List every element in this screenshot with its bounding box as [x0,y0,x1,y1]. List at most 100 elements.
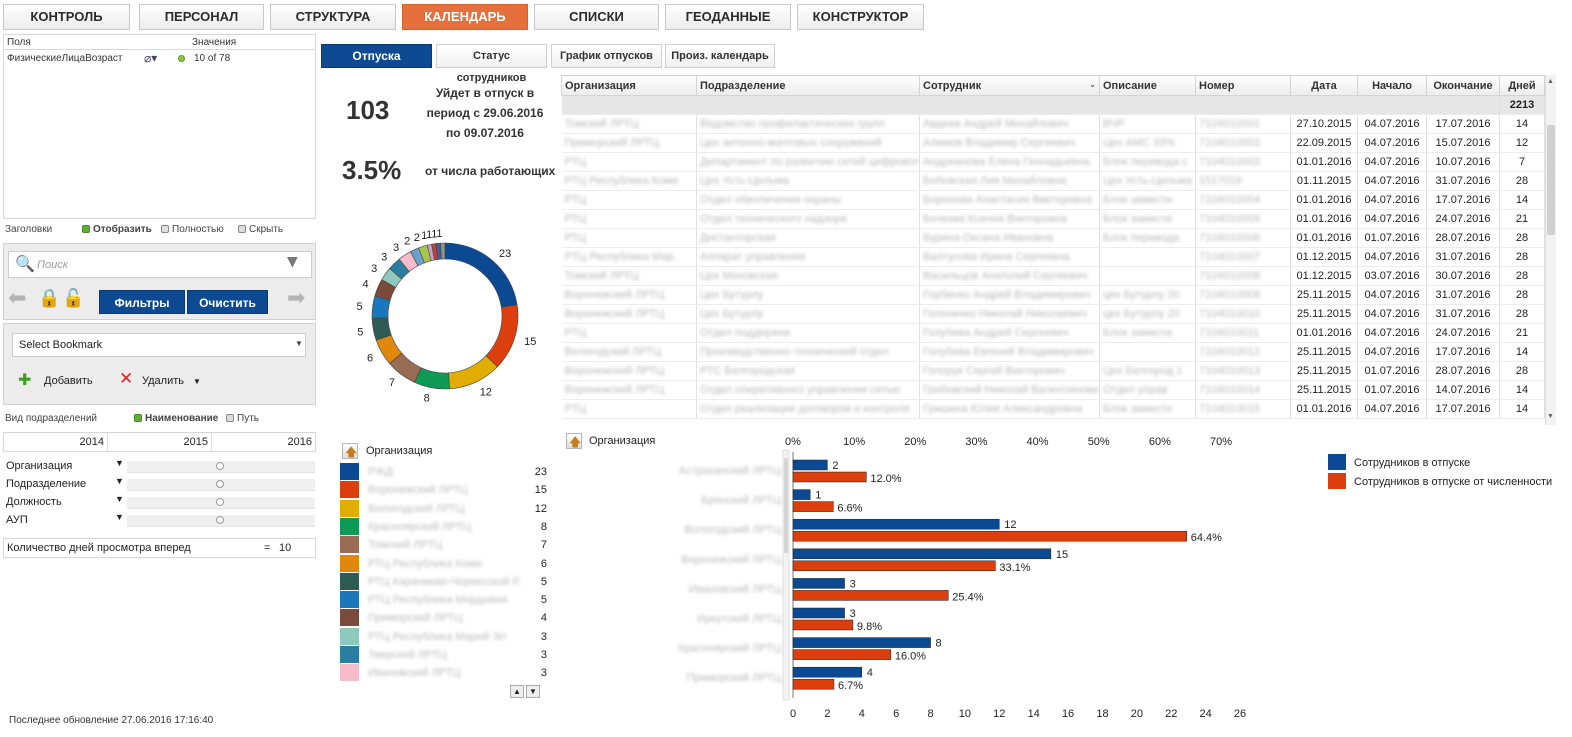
bookmark-select[interactable]: Select Bookmark ▼ [12,333,306,357]
table-row[interactable]: РТЦ Республика Коми Цех Усть-Цильма Бобовс… [561,171,1545,191]
delete-bookmark-button[interactable]: Удалить [142,375,184,387]
table-row[interactable]: РТЦ Отдел технического надзора Бочкова Ксе… [561,209,1545,229]
table-row[interactable]: РТЦ Отдел обеспечения охраны Боронова Анас… [561,190,1545,210]
sort-icon[interactable]: ⌄ [1089,79,1096,89]
col-start[interactable]: Начало [1357,75,1427,96]
bar-percent[interactable] [792,619,854,631]
org-legend-item[interactable]: РЖД 23 [340,463,550,481]
tab-lists[interactable]: СПИСКИ [534,4,659,30]
add-bookmark-button[interactable]: Добавить [44,375,93,387]
dimension-aup[interactable]: АУП ▼ [3,512,316,530]
bar-percent[interactable] [792,471,867,483]
option-name[interactable]: Наименование [134,413,218,424]
dimension-division[interactable]: Подразделение ▼ [3,476,316,494]
bar-count[interactable] [792,666,863,678]
org-legend-item[interactable]: РТЦ Республика Мордовия 5 [340,591,550,610]
slider-handle[interactable] [216,516,224,524]
bar-count[interactable] [792,607,845,619]
scroll-up-icon[interactable]: ▲ [1547,78,1554,85]
scroll-up-icon[interactable]: ▲ [510,685,524,698]
org-legend-item[interactable]: РТЦ Республика Коми 6 [340,554,550,573]
plus-icon[interactable]: ✚ [18,370,32,389]
chart-scrollbar[interactable] [782,449,790,701]
forward-arrow-icon[interactable]: ➡ [287,286,306,311]
bar-percent[interactable] [792,560,996,572]
table-scrollbar[interactable]: ▲ ▼ [1545,75,1556,425]
chevron-down-icon[interactable]: ▼ [115,476,124,486]
tab-geodata[interactable]: ГЕОДАННЫЕ [665,4,791,30]
subtab-employee-status[interactable]: Статус сотрудников [436,44,547,84]
chevron-down-icon[interactable]: ▼ [287,254,298,270]
drill-up-icon[interactable] [342,443,358,464]
col-division[interactable]: Подразделение [696,75,920,96]
bar-percent[interactable] [792,649,892,660]
slider-handle[interactable] [216,462,224,470]
col-organization[interactable]: Организация [561,75,697,96]
org-legend-item[interactable]: Красноярский ЛРТЦ 8 [340,517,550,536]
table-row[interactable]: РТЦ Отдел поддержки Голубева Андрей Сергее… [561,323,1545,343]
unlock-icon[interactable]: 🔓 [62,288,85,309]
option-path[interactable]: Путь [226,413,259,424]
bar-percent[interactable] [792,678,835,690]
donut-slice[interactable] [448,355,498,390]
chevron-down-icon[interactable]: ▼ [115,494,124,504]
eraser-icon[interactable]: ⌀▾ [144,51,158,65]
option-full[interactable]: Полностью [161,224,224,235]
chevron-down-icon[interactable]: ▼ [193,377,201,386]
table-row[interactable]: РТЦ Дистанторская Бурина Оксана Ивановна Бл… [561,228,1545,248]
table-row[interactable]: РТЦ Республика Мар. Аппарат управления Вал… [561,247,1545,267]
slider-handle[interactable] [216,498,224,506]
filters-button[interactable]: Фильтры [99,290,185,314]
scrollbar-thumb[interactable] [784,458,788,553]
dimension-position[interactable]: Должность ▼ [3,494,316,512]
org-legend-item[interactable]: Вологодский ЛРТЦ 12 [340,499,550,518]
org-legend-item[interactable]: Томский ЛРТЦ 7 [340,536,550,555]
table-row[interactable]: Томский ЛРТЦ Ведомство профилактических г… [561,114,1545,134]
option-hide[interactable]: Скрыть [238,224,283,235]
bar-count[interactable] [792,637,931,648]
tab-constructor[interactable]: КОНСТРУКТОР [797,4,924,30]
tab-control[interactable]: КОНТРОЛЬ [3,4,130,30]
lock-icon[interactable]: 🔒 [38,288,61,309]
col-date[interactable]: Дата [1290,75,1358,96]
table-row[interactable]: Вологодский ЛРТЦ Производственно-техничес… [561,342,1545,362]
table-row[interactable]: Приморский ЛРТЦ Цех антенно-мачтовых соор… [561,133,1545,153]
table-row[interactable]: Воронежский ЛРТЦ РТС Белгородская Голорук … [561,361,1545,381]
delete-x-icon[interactable]: ✕ [119,369,134,389]
table-row[interactable]: Воронежский ЛРТЦ Цех Бутурлу Голоненко Ник… [561,304,1545,324]
org-legend-item[interactable]: Приморский ЛРТЦ 4 [340,609,550,628]
year-2014[interactable]: 2014 [4,433,108,451]
scroll-down-icon[interactable]: ▼ [526,685,540,698]
tab-calendar[interactable]: КАЛЕНДАРЬ [402,4,528,30]
dimension-organization[interactable]: Организация ▼ [3,458,316,476]
subtab-vacation-schedule[interactable]: График отпусков [551,44,662,68]
scroll-down-icon[interactable]: ▼ [1547,413,1554,420]
table-row[interactable]: Томский ЛРТЦ Цех Моховская Васильцов Анато… [561,266,1545,286]
bar-count[interactable] [792,489,811,500]
subtab-production-calendar[interactable]: Произ. календарь [665,44,775,68]
org-legend-item[interactable]: РТЦ Карачаево-Черкесской Р. 5 [340,572,550,591]
scrollbar-thumb[interactable] [1547,125,1555,235]
donut-slice[interactable] [440,242,446,260]
lookahead-value[interactable]: 10 [279,542,292,554]
col-days[interactable]: Дней [1499,75,1545,96]
table-row[interactable]: Воронежский ЛРТЦ Отдел оперативного управ… [561,380,1545,400]
subtab-vacations[interactable]: Отпуска [321,44,432,68]
org-legend-item[interactable]: Тверской ЛРТЦ 3 [340,646,550,664]
bar-count[interactable] [792,548,1052,560]
back-arrow-icon[interactable]: ⬅ [8,286,27,311]
bar-count[interactable] [792,518,1000,530]
tab-personnel[interactable]: ПЕРСОНАЛ [139,4,264,30]
chevron-down-icon[interactable]: ▼ [115,512,124,522]
table-row[interactable]: РТЦ Отдел реализации договоров и контроля… [561,399,1545,419]
year-2015[interactable]: 2015 [108,433,212,451]
donut-slice[interactable] [485,304,519,368]
bar-percent[interactable] [792,501,834,512]
clear-button[interactable]: Очистить [187,290,268,314]
year-2016[interactable]: 2016 [287,436,312,448]
col-employee[interactable]: Сотрудник ⌄ [919,75,1100,96]
bar-count[interactable] [792,459,828,471]
table-row[interactable]: РТЦ Департамент по развитию сетей цифрово… [561,152,1545,172]
org-legend-item[interactable]: Ивановский ЛРТЦ 3 [340,664,550,683]
table-row[interactable]: Воронежский ЛРТЦ Цех Бутурлу Горбенко Андр… [561,285,1545,305]
